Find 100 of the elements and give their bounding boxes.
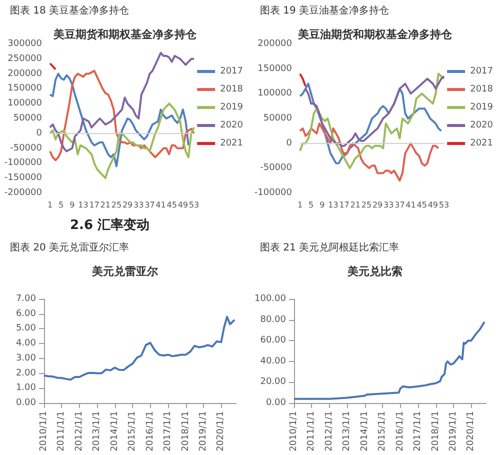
x-tick-label: 2014/1/1	[110, 411, 120, 452]
x-tick-label: 2014/1/1	[360, 411, 370, 452]
y-tick-label: 40.00	[260, 356, 286, 366]
x-tick-label: 2012/1/1	[74, 411, 84, 452]
x-tick-label: 29	[122, 200, 133, 210]
y-tick-label: 5.00	[16, 324, 36, 334]
y-tick-label: -200000	[4, 188, 42, 198]
x-tick-label: 2015/1/1	[128, 411, 138, 452]
x-tick-label: 45	[166, 200, 177, 210]
x-tick-label: 41	[406, 200, 416, 210]
x-tick-label: 2013/1/1	[342, 411, 352, 452]
x-tick-label: 2016/1/1	[395, 411, 406, 452]
legend-label: 2019	[470, 102, 494, 112]
chart-subtitle: 图表 21 美元兑阿根廷比索汇率	[260, 242, 400, 254]
x-tick-label: 21	[100, 200, 110, 210]
y-tick-label: 50000	[13, 114, 42, 124]
legend-label: 2018	[220, 84, 244, 94]
line-series	[299, 122, 440, 182]
y-tick-label: -100000	[254, 188, 292, 198]
x-tick-label: 49	[428, 200, 438, 210]
line-series	[304, 75, 445, 147]
x-tick-label: 37	[394, 200, 405, 210]
x-tick-label: 49	[178, 200, 188, 210]
line-series	[299, 72, 445, 170]
line-series	[49, 102, 195, 180]
y-tick-label: 200000	[8, 68, 42, 79]
y-tick-label: -50000	[260, 163, 292, 174]
x-tick-label: 29	[372, 200, 383, 210]
x-tick-label: 33	[134, 200, 144, 210]
y-tick-label: 300000	[8, 39, 42, 49]
x-tick-label: 2018/1/1	[430, 411, 441, 452]
x-tick-label: 5	[58, 200, 64, 210]
x-tick-label: 2012/1/1	[324, 411, 334, 452]
legend-label: 2017	[470, 66, 493, 76]
y-tick-label: 6.00	[16, 308, 36, 319]
x-tick-label: 53	[438, 200, 450, 210]
x-tick-label: 5	[308, 200, 314, 210]
chart-title: 美元兑比索	[346, 265, 402, 278]
x-tick-label: 45	[416, 200, 427, 210]
x-tick-label: 2019/1/1	[198, 411, 208, 452]
x-tick-label: 2020/1/1	[216, 411, 226, 452]
y-tick-label: 0	[286, 138, 292, 148]
y-tick-label: 100.00	[254, 294, 286, 304]
y-tick-label: 100000	[8, 98, 42, 109]
y-tick-label: 3.00	[16, 353, 36, 364]
y-tick-label: 100000	[258, 88, 292, 99]
x-tick-label: 1	[297, 200, 303, 210]
y-tick-label: 150000	[258, 64, 292, 74]
legend-label: 2021	[470, 138, 493, 148]
x-tick-label: 37	[144, 200, 155, 210]
y-tick-label: 0	[36, 128, 42, 138]
x-tick-label: 21	[350, 200, 360, 210]
line-series	[299, 82, 442, 164]
x-tick-label: 53	[188, 200, 200, 210]
x-tick-label: 9	[70, 200, 75, 210]
x-tick-label: 25	[111, 200, 122, 210]
legend-label: 2018	[470, 84, 494, 94]
x-tick-label: 2017/1/1	[163, 411, 174, 452]
y-tick-label: 50000	[263, 114, 292, 124]
x-tick-label: 2019/1/1	[448, 411, 458, 452]
y-tick-label: 2.00	[16, 368, 36, 378]
x-tick-label: 2015/1/1	[378, 411, 388, 452]
x-tick-label: 33	[384, 200, 394, 210]
x-tick-label: 2010/1/1	[289, 411, 299, 452]
x-tick-label: 41	[156, 200, 166, 210]
x-tick-label: 1	[47, 200, 53, 210]
line-series	[49, 52, 195, 152]
y-tick-label: 0.00	[16, 398, 36, 408]
y-tick-label: 7.00	[16, 294, 36, 304]
y-tick-label: 0.00	[266, 398, 286, 408]
x-tick-label: 13	[78, 200, 88, 210]
y-tick-label: 200000	[258, 39, 292, 49]
x-tick-label: 2016/1/1	[145, 411, 156, 452]
y-tick-label: 80.00	[260, 314, 286, 325]
y-tick-label: 1.00	[16, 383, 36, 394]
x-tick-label: 2013/1/1	[92, 411, 102, 452]
x-tick-label: 2020/1/1	[466, 411, 476, 452]
x-tick-label: 2017/1/1	[413, 411, 424, 452]
chart-subtitle: 图表 19 美豆油基金净多持仓	[260, 4, 390, 16]
line-series	[293, 320, 486, 400]
x-tick-label: 2010/1/1	[39, 411, 49, 452]
x-tick-label: 2018/1/1	[180, 411, 191, 452]
chart-subtitle: 图表 18 美豆基金净多持仓	[10, 4, 130, 16]
x-tick-label: 2011/1/1	[306, 411, 317, 452]
legend-label: 2020	[220, 120, 244, 130]
x-tick-label: 17	[339, 200, 350, 210]
chart-title: 美豆期货和期权基金净多持仓	[52, 28, 198, 41]
legend-label: 2017	[220, 66, 243, 76]
text: 2.6 汇率变动	[70, 217, 150, 233]
x-tick-label: 17	[89, 200, 100, 210]
legend-label: 2019	[220, 102, 244, 112]
x-tick-label: 25	[361, 200, 372, 210]
x-tick-label: 13	[328, 200, 338, 210]
chart-title: 美元兑雷亚尔	[91, 265, 159, 278]
x-tick-label: 2011/1/1	[56, 411, 67, 452]
legend-label: 2021	[220, 138, 243, 148]
chart-title: 美豆油期货和期权基金净多持仓	[297, 28, 453, 41]
y-tick-label: -50000	[10, 143, 42, 154]
y-tick-label: -100000	[4, 158, 42, 168]
y-tick-label: 4.00	[16, 338, 36, 349]
